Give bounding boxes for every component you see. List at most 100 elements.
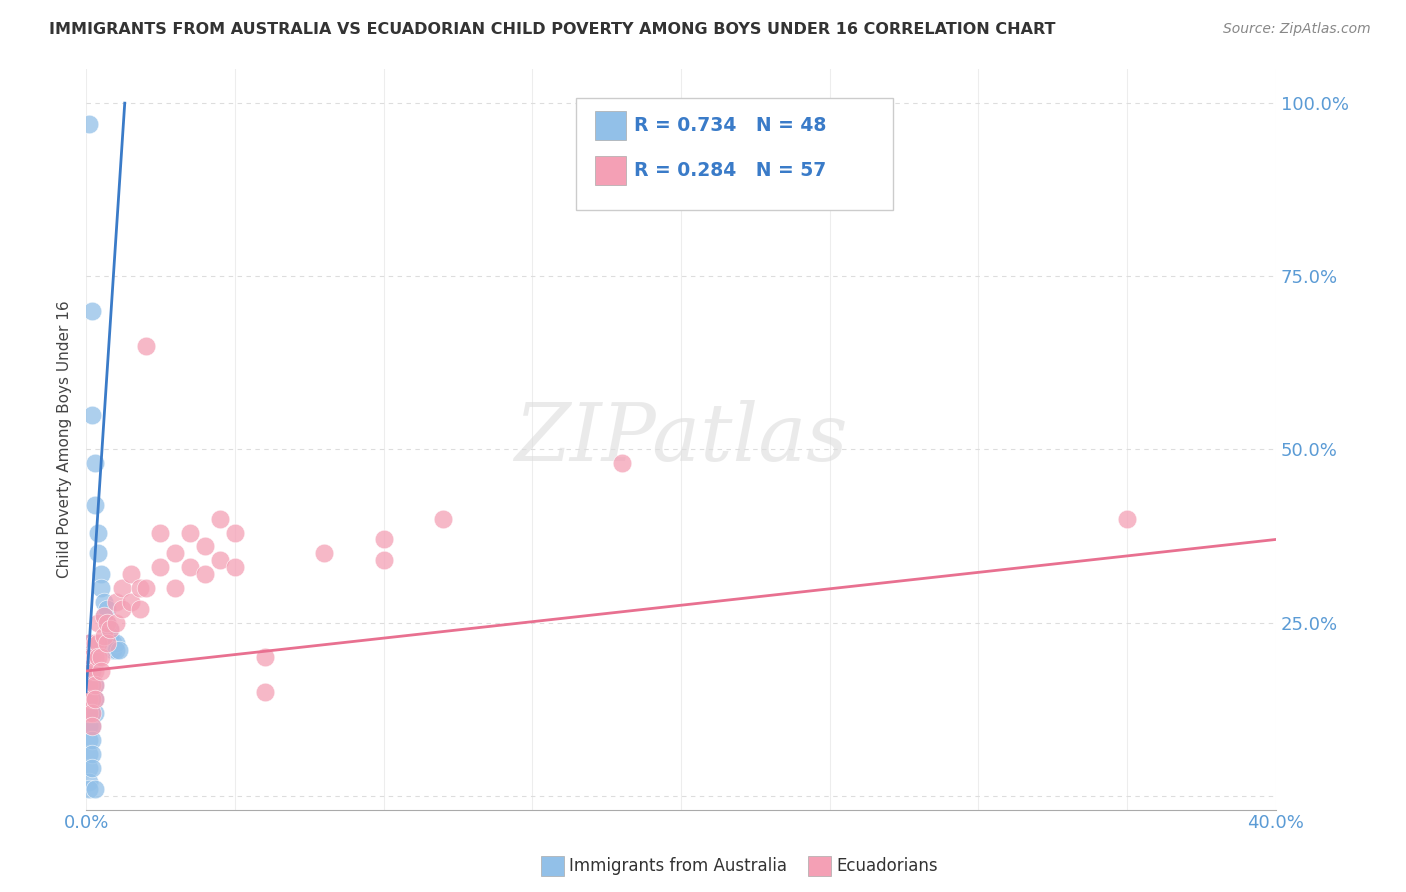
Point [77,706,100,720]
Point [87,650,110,665]
Y-axis label: Child Poverty Among Boys Under 16: Child Poverty Among Boys Under 16 [58,301,72,578]
Point [77,698,100,713]
Point [93,629,115,643]
Point [87,615,110,630]
Point [84,650,107,665]
Point [373,553,395,567]
Point [84,678,107,692]
Point [98,623,121,637]
Point [77,685,100,699]
Point [93,608,115,623]
Point [80,678,103,692]
Point [179,525,201,540]
Point [77,781,100,796]
Point [84,456,107,470]
Point [77,733,100,747]
Point [84,498,107,512]
Point [98,629,121,643]
Point [80,664,103,678]
Point [90,664,112,678]
Point [1116,511,1139,525]
Point [101,643,124,657]
Point [104,643,127,657]
Point [80,719,103,733]
Point [224,560,246,574]
Point [80,650,103,665]
Point [373,533,395,547]
Point [80,691,103,706]
Point [77,636,100,650]
Point [84,691,107,706]
Point [96,636,118,650]
Point [80,678,103,692]
Point [104,595,127,609]
Point [80,761,103,775]
Point [77,706,100,720]
Point [93,595,115,609]
Point [224,525,246,540]
Point [98,623,121,637]
Point [87,525,110,540]
Point [77,691,100,706]
Point [84,636,107,650]
Point [135,581,157,595]
Point [128,601,150,615]
Point [111,601,134,615]
Point [84,781,107,796]
Point [77,761,100,775]
Point [77,678,100,692]
Point [80,664,103,678]
Point [84,678,107,692]
Point [208,553,231,567]
Point [77,774,100,789]
Point [101,636,124,650]
Point [165,546,187,560]
Point [87,546,110,560]
Point [77,657,100,672]
Point [80,719,103,733]
Point [432,511,454,525]
Text: IMMIGRANTS FROM AUSTRALIA VS ECUADORIAN CHILD POVERTY AMONG BOYS UNDER 16 CORREL: IMMIGRANTS FROM AUSTRALIA VS ECUADORIAN … [49,22,1056,37]
Point [90,581,112,595]
Point [111,581,134,595]
Point [179,560,201,574]
Point [80,706,103,720]
Text: R = 0.284   N = 57: R = 0.284 N = 57 [634,161,827,180]
Point [77,671,100,685]
Point [104,615,127,630]
Point [149,525,172,540]
Point [80,691,103,706]
Point [80,733,103,747]
Point [80,706,103,720]
Point [80,304,103,318]
Point [90,650,112,665]
Point [77,636,100,650]
Point [120,595,142,609]
Text: Ecuadorians: Ecuadorians [837,857,938,875]
Point [90,567,112,582]
Text: Source: ZipAtlas.com: Source: ZipAtlas.com [1223,22,1371,37]
Point [128,581,150,595]
Point [77,691,100,706]
Point [77,719,100,733]
Point [77,650,100,665]
Point [312,546,335,560]
Point [194,540,217,554]
Point [104,636,127,650]
Point [107,643,129,657]
Point [149,560,172,574]
Point [120,567,142,582]
Point [208,511,231,525]
Point [77,664,100,678]
Point [87,636,110,650]
Point [77,678,100,692]
Point [84,691,107,706]
Point [253,650,276,665]
Point [77,747,100,761]
Point [194,567,217,582]
Point [610,456,633,470]
Point [77,664,100,678]
Text: ZIPatlas: ZIPatlas [515,401,848,478]
Point [165,581,187,595]
Point [77,650,100,665]
